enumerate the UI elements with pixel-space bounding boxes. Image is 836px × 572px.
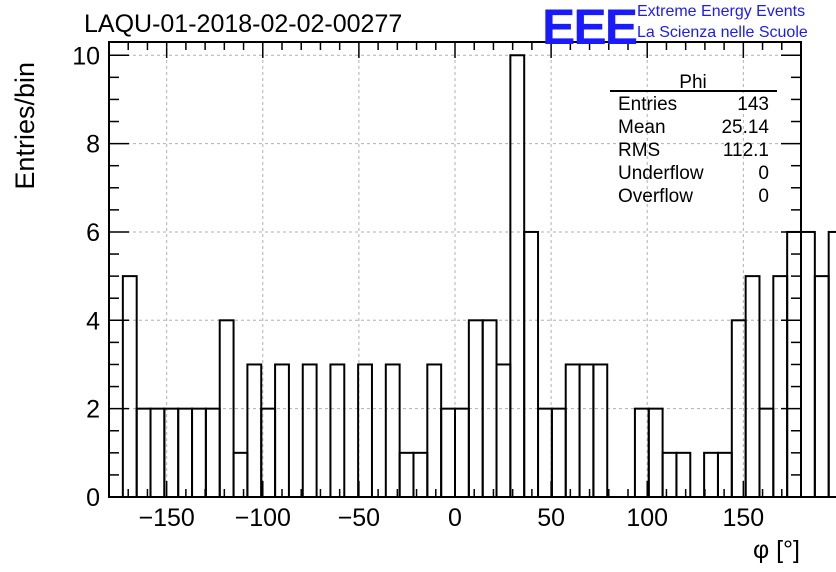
histogram-bin [357,363,373,499]
stats-row-label: Underflow [618,163,704,184]
stats-row-label: RMS [618,140,660,161]
histogram-bin [121,275,138,498]
x-tick-label: −50 [338,504,380,532]
run-title: LAQU-01-2018-02-02-00277 [84,10,403,38]
histogram-bin [716,451,733,499]
histogram-bin [329,363,346,499]
histogram-bin [495,363,512,499]
histogram-bin [758,407,775,498]
histogram-bin [509,54,526,498]
stats-box-rows: Entries 143 Mean 25.14 RMS 112.1 Underflow 0 Ove… [618,94,769,207]
stats-row-label: Overflow [618,186,693,207]
y-tick-label: 10 [72,42,100,70]
stats-row-value: 112.1 [723,140,769,161]
histogram-bin [675,451,692,499]
histogram-bin [204,407,221,498]
axis-ticks [108,42,802,498]
histogram-bin [592,363,609,499]
histogram-bin [827,230,836,499]
y-tick-label: 4 [86,307,100,335]
y-tick-label: 8 [86,131,100,159]
x-tick-label: 150 [722,504,764,532]
histogram-bin [301,363,318,499]
stats-row-value: 0 [758,163,769,184]
stats-row-label: Mean [618,117,666,138]
x-tick-label: 100 [626,504,668,532]
histogram-bin [647,407,664,498]
logo-line-1: Extreme Energy Events [637,3,806,20]
histogram-bin [398,451,415,499]
stats-box-title: Phi [679,72,706,93]
histogram-bin [384,363,401,499]
histogram-bin [772,275,789,498]
histogram-bin [454,407,470,498]
y-axis-label: Entries/bin [10,62,40,190]
x-tick-label: −150 [139,504,195,532]
histogram-bin [246,363,263,499]
histogram-bin [426,363,443,499]
x-tick-label: 0 [448,504,462,532]
histogram-bin [661,451,678,499]
histogram-bin [440,407,457,498]
x-tick-label: 50 [537,504,565,532]
stats-box: Phi Entries 143 Mean 25.14 RMS 112.1 Underflow… [610,72,777,207]
stats-row-value: 25.14 [721,117,769,138]
histogram-bin [564,363,581,499]
logo-line-2: La Scienza nelle Scuole [637,24,808,41]
histogram-bin [703,451,719,499]
histogram-bin [800,230,816,499]
y-tick-label: 2 [86,396,100,424]
histogram-bin [537,407,553,498]
histogram-bin [523,230,540,499]
histogram-bin [177,407,194,498]
histogram-bin [135,407,152,498]
histogram-bin [550,407,567,498]
y-tick-label: 6 [86,219,100,247]
histogram-bin [813,275,830,498]
x-axis-label: φ [°] [753,536,800,564]
eee-logo: EEE [542,0,638,55]
tick-labels: −150 −100 −50 0 50 100 150 0 2 4 6 8 10 [72,42,764,532]
stats-row-value: 0 [758,186,769,207]
histogram-bin [149,407,166,498]
histogram-bin [744,275,761,498]
y-tick-label: 0 [86,484,100,512]
stats-row-label: Entries [618,94,677,115]
stats-row-value: 143 [737,94,769,115]
histogram-bin [191,407,207,498]
x-tick-label: −100 [235,504,291,532]
histogram-bin [232,451,249,499]
histogram-bin [412,451,429,499]
histogram-bin [578,363,595,499]
histogram-bin [274,363,290,499]
